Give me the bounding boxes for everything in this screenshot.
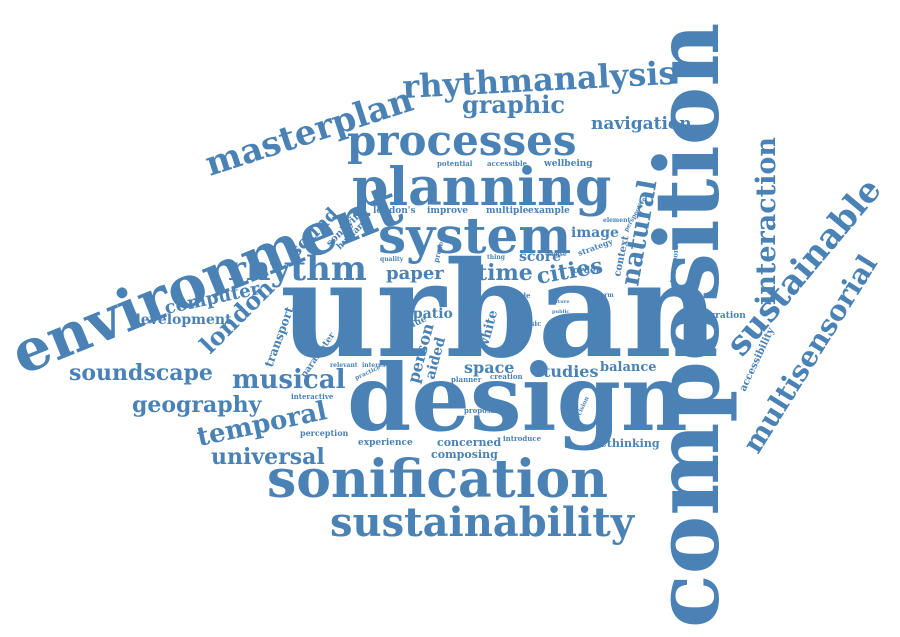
word-navigation: navigation [591,114,692,134]
word-spatio: spatio [405,306,453,322]
word-improve: improve [427,206,468,216]
word-londons: london's [373,206,416,216]
word-public: public [552,309,569,315]
word-relevant: relevant [330,362,358,369]
word-interaction: interaction [751,137,782,305]
word-proposal: proposal [464,406,498,415]
word-experience: experience [358,438,413,448]
word-composition: composition [635,23,739,628]
word-planning: planning [352,157,611,218]
word-paper: paper [386,263,444,284]
word-quality: quality [380,256,404,263]
word-graphic: graphic [462,90,565,119]
word-introduce: introduce [503,434,542,443]
word-form: form [426,286,440,292]
word-time: time [477,260,533,286]
word-sustainability: sustainability [330,499,636,546]
word-studies: studies [534,362,598,381]
word-wellbeing: wellbeing [543,159,593,169]
word-composing: composing [431,448,498,461]
word-music: music [518,319,541,328]
word-level: level [467,296,477,310]
word-multiple: multiple [486,206,529,216]
word-interest: interest [362,362,389,369]
word-accessible: accessible [487,159,528,168]
word-potential: potential [437,159,473,168]
word-thing: thing [487,254,506,261]
word-concerned: concerned [437,436,502,449]
word-perception: perception [300,428,349,438]
word-design: design [347,344,688,452]
word-interactive: interactive [291,392,334,401]
word-role: role [515,291,531,300]
word-rhythm: rhythm [228,249,367,289]
word-future: future [552,299,570,305]
word-inform: inform [591,292,614,299]
word-system: system [378,206,571,265]
word-more: more [511,311,532,320]
word-score: score [519,249,561,265]
word-order: order [573,266,601,276]
word-processes: processes [347,116,576,165]
word-example: example [528,206,570,216]
word-geography: geography [132,392,263,418]
word-soundscape: soundscape [69,360,213,386]
word-incorporate: incorporate [668,236,681,283]
word-musical: musical [232,365,346,395]
word-sense: sense [548,251,567,258]
word-planner: planner [451,375,482,384]
word-development: development [131,312,232,328]
word-balance: balance [600,360,657,375]
word-image: image [571,225,619,241]
word-element: element [603,217,630,224]
word-rethinking: rethinking [594,437,660,450]
word-urban: urban [280,233,719,388]
word-integration: integration [689,311,746,321]
word-space: space [464,358,514,377]
word-creation: creation [490,372,523,381]
word-universal: universal [211,444,325,470]
word-sonification: sonification [267,449,608,510]
